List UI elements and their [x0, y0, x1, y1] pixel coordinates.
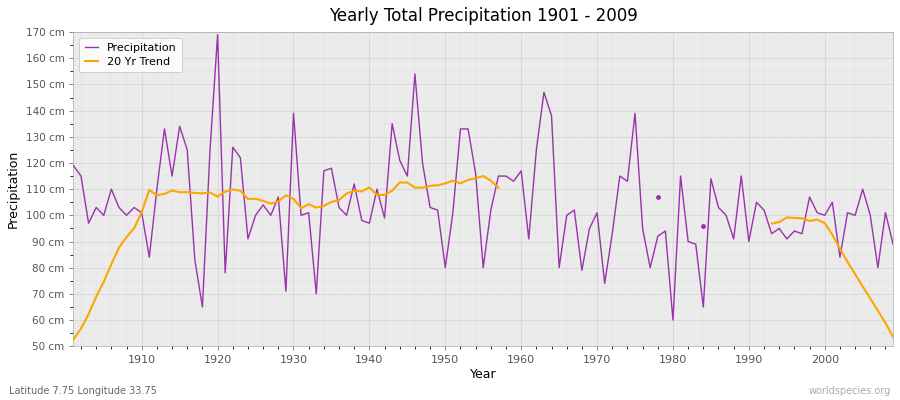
Y-axis label: Precipitation: Precipitation	[7, 150, 20, 228]
Precipitation	[68, 163, 79, 168]
Line: Precipitation: Precipitation	[74, 35, 893, 320]
Legend: Precipitation, 20 Yr Trend: Precipitation, 20 Yr Trend	[79, 38, 182, 72]
Precipitation	[524, 236, 535, 241]
Precipitation	[668, 318, 679, 322]
Precipitation	[887, 242, 898, 246]
Text: worldspecies.org: worldspecies.org	[809, 386, 891, 396]
Precipitation	[615, 174, 626, 178]
Precipitation	[129, 205, 140, 210]
Precipitation	[516, 168, 526, 173]
Precipitation	[212, 32, 223, 37]
Precipitation	[349, 182, 360, 186]
Precipitation	[303, 210, 314, 215]
Text: Latitude 7.75 Longitude 33.75: Latitude 7.75 Longitude 33.75	[9, 386, 157, 396]
Title: Yearly Total Precipitation 1901 - 2009: Yearly Total Precipitation 1901 - 2009	[328, 7, 637, 25]
X-axis label: Year: Year	[470, 368, 497, 381]
